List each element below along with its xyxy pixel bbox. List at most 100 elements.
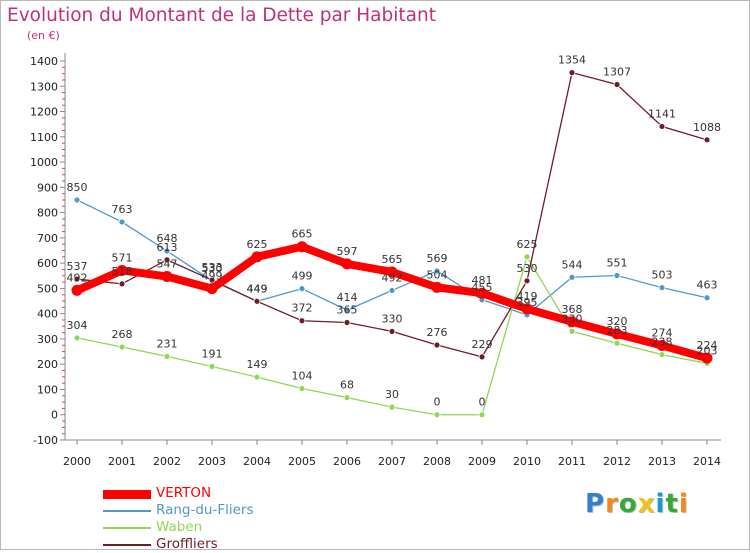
data-point — [163, 352, 171, 360]
x-tick-label: 2008 — [423, 455, 451, 468]
chart-legend: VERTON Rang-du-Fliers Waben Groffliers — [103, 485, 363, 553]
data-label: 503 — [652, 269, 673, 282]
y-tick-label: -100 — [33, 434, 58, 447]
data-label: 372 — [292, 302, 313, 315]
data-point — [701, 352, 713, 364]
logo-letter: i — [655, 489, 666, 519]
data-label: 547 — [157, 258, 178, 271]
data-point — [298, 317, 306, 325]
data-label: 481 — [472, 274, 493, 287]
data-label: 104 — [292, 369, 313, 382]
data-label: 492 — [67, 271, 88, 284]
y-tick-label: 700 — [37, 232, 58, 245]
data-label: 224 — [697, 339, 718, 352]
data-point — [343, 306, 351, 314]
data-label: 544 — [562, 258, 583, 271]
data-point — [251, 251, 263, 263]
data-point — [611, 328, 623, 340]
data-label: 268 — [112, 328, 133, 341]
data-point — [566, 316, 578, 328]
data-label: 565 — [382, 253, 403, 266]
data-label: 625 — [517, 238, 538, 251]
data-point — [431, 281, 443, 293]
y-tick-label: 1400 — [30, 55, 58, 68]
legend-swatch — [103, 544, 151, 546]
logo-letter: t — [665, 489, 679, 519]
data-label: 499 — [292, 270, 313, 283]
data-point — [163, 247, 171, 255]
data-label: 569 — [427, 252, 448, 265]
data-point — [253, 297, 261, 305]
data-label: 613 — [157, 241, 178, 254]
data-label: 518 — [112, 265, 133, 278]
legend-item: Groffliers — [103, 536, 363, 553]
legend-label: Groffliers — [156, 536, 218, 552]
data-label: 597 — [337, 245, 358, 258]
data-label: 419 — [517, 290, 538, 303]
data-point — [253, 373, 261, 381]
data-label: 551 — [607, 257, 628, 270]
data-label: 665 — [292, 228, 313, 241]
data-label: 499 — [202, 270, 223, 283]
data-point — [118, 218, 126, 226]
y-tick-label: 800 — [37, 207, 58, 220]
y-tick-label: 600 — [37, 257, 58, 270]
data-point — [433, 411, 441, 419]
data-point — [658, 351, 666, 358]
chart-title: Evolution du Montant de la Dette par Hab… — [7, 5, 436, 26]
logo-letter: P — [585, 489, 606, 519]
data-label: 0 — [479, 396, 486, 409]
legend-swatch — [103, 510, 151, 512]
data-label: 850 — [67, 181, 88, 194]
y-tick-label: 300 — [37, 333, 58, 346]
data-label: 463 — [697, 279, 718, 292]
data-label: 449 — [247, 282, 268, 295]
x-tick-label: 2011 — [558, 455, 586, 468]
data-label: 191 — [202, 347, 223, 360]
x-tick-label: 2007 — [378, 455, 406, 468]
data-point — [703, 294, 711, 302]
data-point — [73, 334, 81, 342]
y-tick-label: 0 — [51, 409, 58, 422]
y-tick-label: 1000 — [30, 156, 58, 169]
data-point — [568, 69, 576, 77]
data-point — [71, 284, 83, 296]
x-tick-label: 2005 — [288, 455, 316, 468]
data-label: 625 — [247, 238, 268, 251]
data-point — [658, 123, 666, 130]
data-label: 274 — [652, 327, 673, 340]
x-tick-label: 2010 — [513, 455, 541, 468]
x-tick-label: 2003 — [198, 455, 226, 468]
data-label: 149 — [247, 358, 268, 371]
data-point — [298, 285, 306, 293]
data-label: 504 — [427, 268, 448, 281]
x-tick-label: 2004 — [243, 455, 271, 468]
data-label: 455 — [472, 281, 493, 294]
data-point — [478, 353, 486, 361]
data-point — [163, 256, 171, 264]
y-tick-label: 1100 — [30, 131, 58, 144]
logo-letter: o — [618, 489, 638, 519]
data-point — [388, 403, 396, 411]
data-label: 530 — [202, 262, 223, 275]
data-point — [568, 327, 576, 335]
x-tick-label: 2014 — [693, 455, 721, 468]
data-label: 648 — [157, 232, 178, 245]
data-point — [656, 340, 668, 352]
legend-label: Rang-du-Fliers — [156, 502, 254, 518]
legend-label: Waben — [156, 519, 203, 535]
y-tick-label: 500 — [37, 282, 58, 295]
data-point — [118, 343, 126, 351]
data-point — [613, 272, 621, 279]
data-label: 30 — [385, 388, 399, 401]
data-label: 368 — [562, 303, 583, 316]
chart-subtitle: (en €) — [27, 29, 60, 42]
data-point — [613, 81, 621, 88]
data-point — [478, 411, 486, 419]
data-point — [386, 266, 398, 278]
y-tick-label: 100 — [37, 383, 58, 396]
data-label: 0 — [434, 396, 441, 409]
data-label: 276 — [427, 326, 448, 339]
logo-letter: i — [678, 489, 689, 519]
